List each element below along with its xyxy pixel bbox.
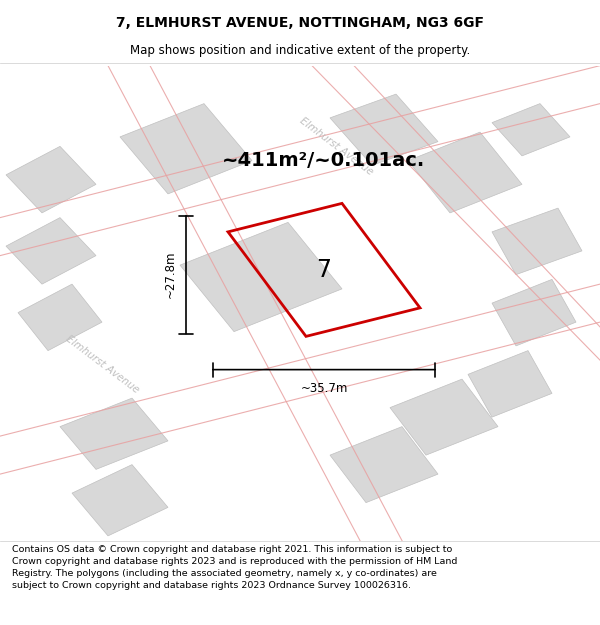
Text: ~27.8m: ~27.8m (164, 251, 177, 298)
Polygon shape (492, 104, 570, 156)
Text: Elmhurst Avenue: Elmhurst Avenue (64, 334, 140, 396)
Polygon shape (72, 464, 168, 536)
Text: 7: 7 (317, 258, 331, 282)
Polygon shape (408, 132, 522, 213)
Polygon shape (18, 284, 102, 351)
Polygon shape (468, 351, 552, 417)
Polygon shape (492, 208, 582, 274)
Polygon shape (180, 222, 342, 332)
Polygon shape (60, 398, 168, 469)
Polygon shape (6, 217, 96, 284)
Polygon shape (390, 379, 498, 455)
Text: Elmhurst Avenue: Elmhurst Avenue (298, 116, 374, 177)
Text: ~35.7m: ~35.7m (301, 381, 347, 394)
Text: Contains OS data © Crown copyright and database right 2021. This information is : Contains OS data © Crown copyright and d… (12, 546, 457, 590)
Polygon shape (492, 279, 576, 346)
Text: 7, ELMHURST AVENUE, NOTTINGHAM, NG3 6GF: 7, ELMHURST AVENUE, NOTTINGHAM, NG3 6GF (116, 16, 484, 29)
Polygon shape (6, 146, 96, 213)
Text: Map shows position and indicative extent of the property.: Map shows position and indicative extent… (130, 44, 470, 57)
Polygon shape (120, 104, 252, 194)
Polygon shape (330, 427, 438, 503)
Polygon shape (330, 94, 438, 166)
Text: ~411m²/~0.101ac.: ~411m²/~0.101ac. (223, 151, 425, 170)
